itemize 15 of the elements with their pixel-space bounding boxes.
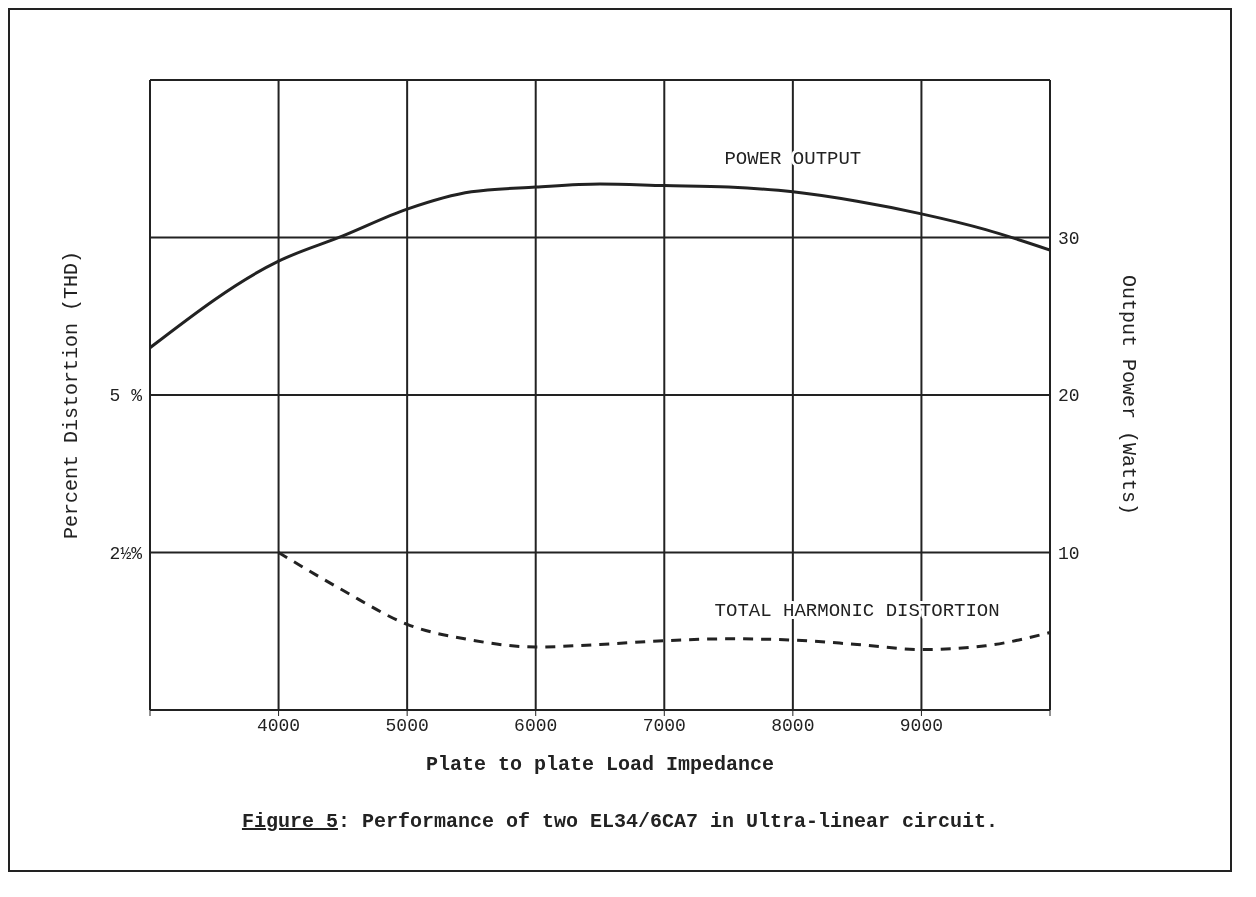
y-tick-label: 2½% [109,543,143,564]
x-axis-title: Plate to plate Load Impedance [425,753,775,776]
x-tick-label: 7000 [642,715,686,736]
y2-tick-label: 20 [1058,386,1080,407]
x-tick-label: 9000 [899,715,944,736]
y-tick-label: 5 % [109,386,143,407]
x-tick-label: 8000 [771,715,815,736]
y2-tick-label: 10 [1058,543,1080,564]
y-axis-title: Percent Distortion (THD) [60,250,84,540]
x-tick-label: 6000 [514,715,558,736]
text: Figure 5: Performance of two EL34/6CA7 in Ultra-linear circuit. [240,810,1000,833]
y2-axis-title: Output Power (Watts) [1116,274,1140,516]
y2-tick-label: 30 [1058,228,1080,249]
x-tick-label: 5000 [385,715,429,736]
x-tick-label: 4000 [256,715,301,736]
